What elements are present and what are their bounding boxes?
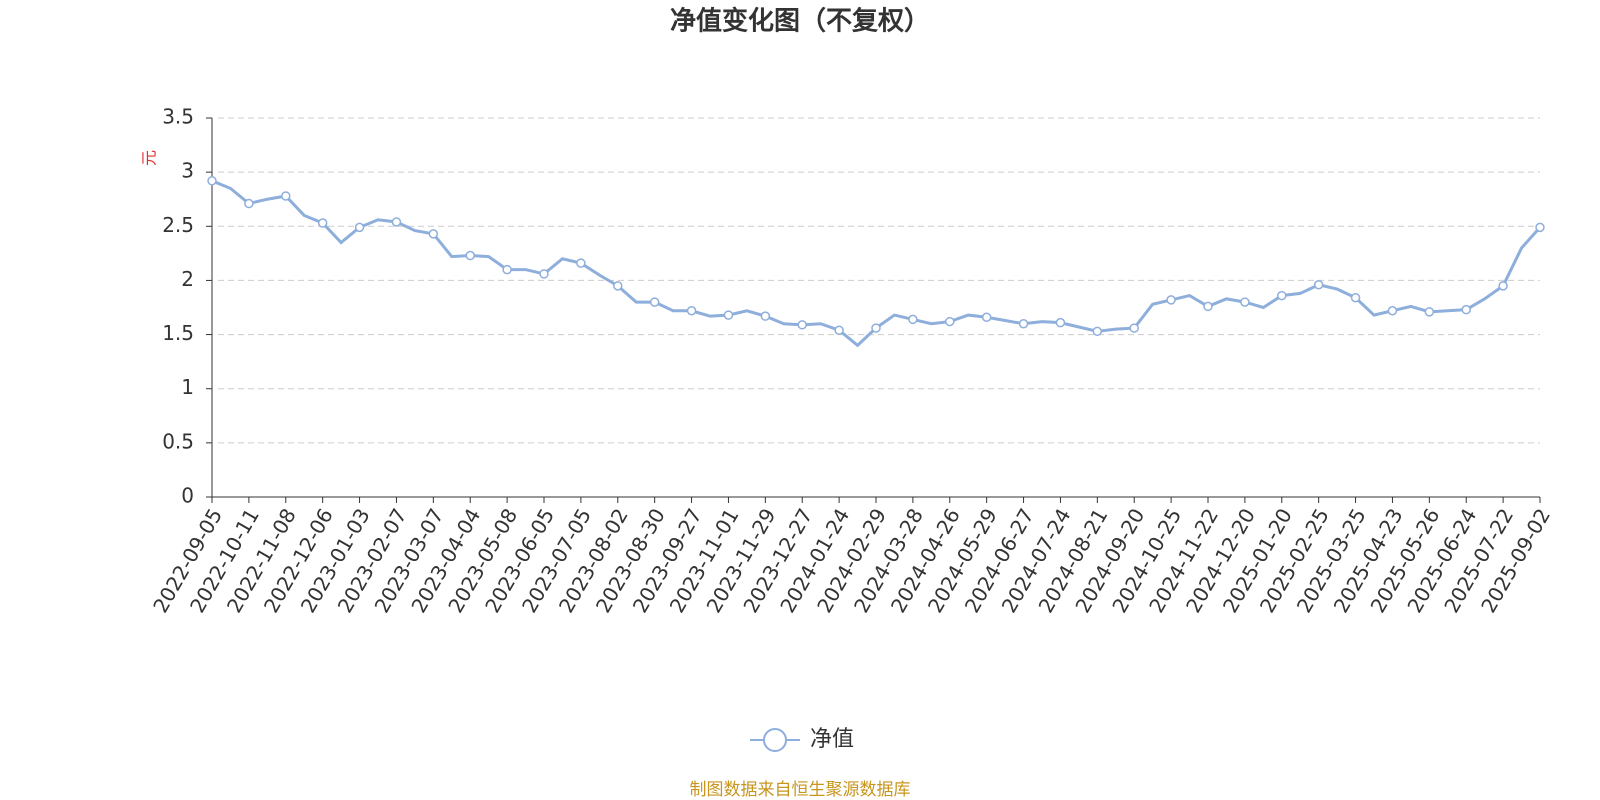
data-point [1424, 307, 1435, 317]
data-point [244, 198, 254, 209]
y-tick-label: 2.5 [162, 213, 194, 237]
data-point [649, 297, 660, 307]
data-point [317, 218, 328, 228]
data-point [1240, 297, 1250, 307]
data-point [1350, 293, 1361, 303]
y-axis-label: 元 [140, 150, 159, 166]
data-point [1498, 281, 1508, 291]
data-point [281, 191, 291, 201]
data-point [207, 176, 217, 186]
data-point [465, 250, 475, 261]
legend-marker [763, 728, 787, 752]
chart-title: 净值变化图（不复权） [670, 6, 930, 37]
data-point [1461, 304, 1471, 315]
data-point [613, 281, 623, 291]
data-point [871, 323, 881, 333]
data-point [391, 217, 402, 227]
data-point [1277, 290, 1287, 301]
y-tick-label: 0 [181, 484, 194, 508]
y-tick-label: 1 [181, 375, 194, 399]
data-point [502, 264, 512, 275]
data-point [723, 310, 734, 320]
data-point [1535, 222, 1545, 233]
data-point [576, 258, 586, 268]
data-point [539, 269, 549, 279]
data-point [945, 316, 955, 327]
data-point [981, 312, 992, 322]
data-point [1313, 280, 1324, 290]
data-point [797, 320, 807, 330]
data-point [428, 229, 439, 239]
data-line [211, 179, 1542, 348]
data-point [686, 305, 697, 316]
y-tick-label: 3 [181, 159, 194, 183]
data-point [1055, 317, 1066, 328]
data-point [354, 222, 365, 233]
y-tick-label: 0.5 [162, 429, 194, 453]
data-point [760, 311, 771, 321]
data-point [1092, 326, 1103, 337]
data-point [1387, 305, 1398, 316]
data-point [834, 325, 844, 335]
data-point [1166, 295, 1176, 305]
data-point [1203, 301, 1213, 312]
data-point [1018, 318, 1029, 329]
data-point [908, 314, 918, 325]
source-note: 制图数据来自恒生聚源数据库 [690, 780, 911, 800]
legend-label: 净值 [810, 727, 854, 752]
y-tick-label: 2 [181, 267, 194, 291]
data-point [1129, 323, 1139, 333]
y-tick-label: 3.5 [162, 105, 194, 129]
y-tick-label: 1.5 [162, 321, 194, 345]
